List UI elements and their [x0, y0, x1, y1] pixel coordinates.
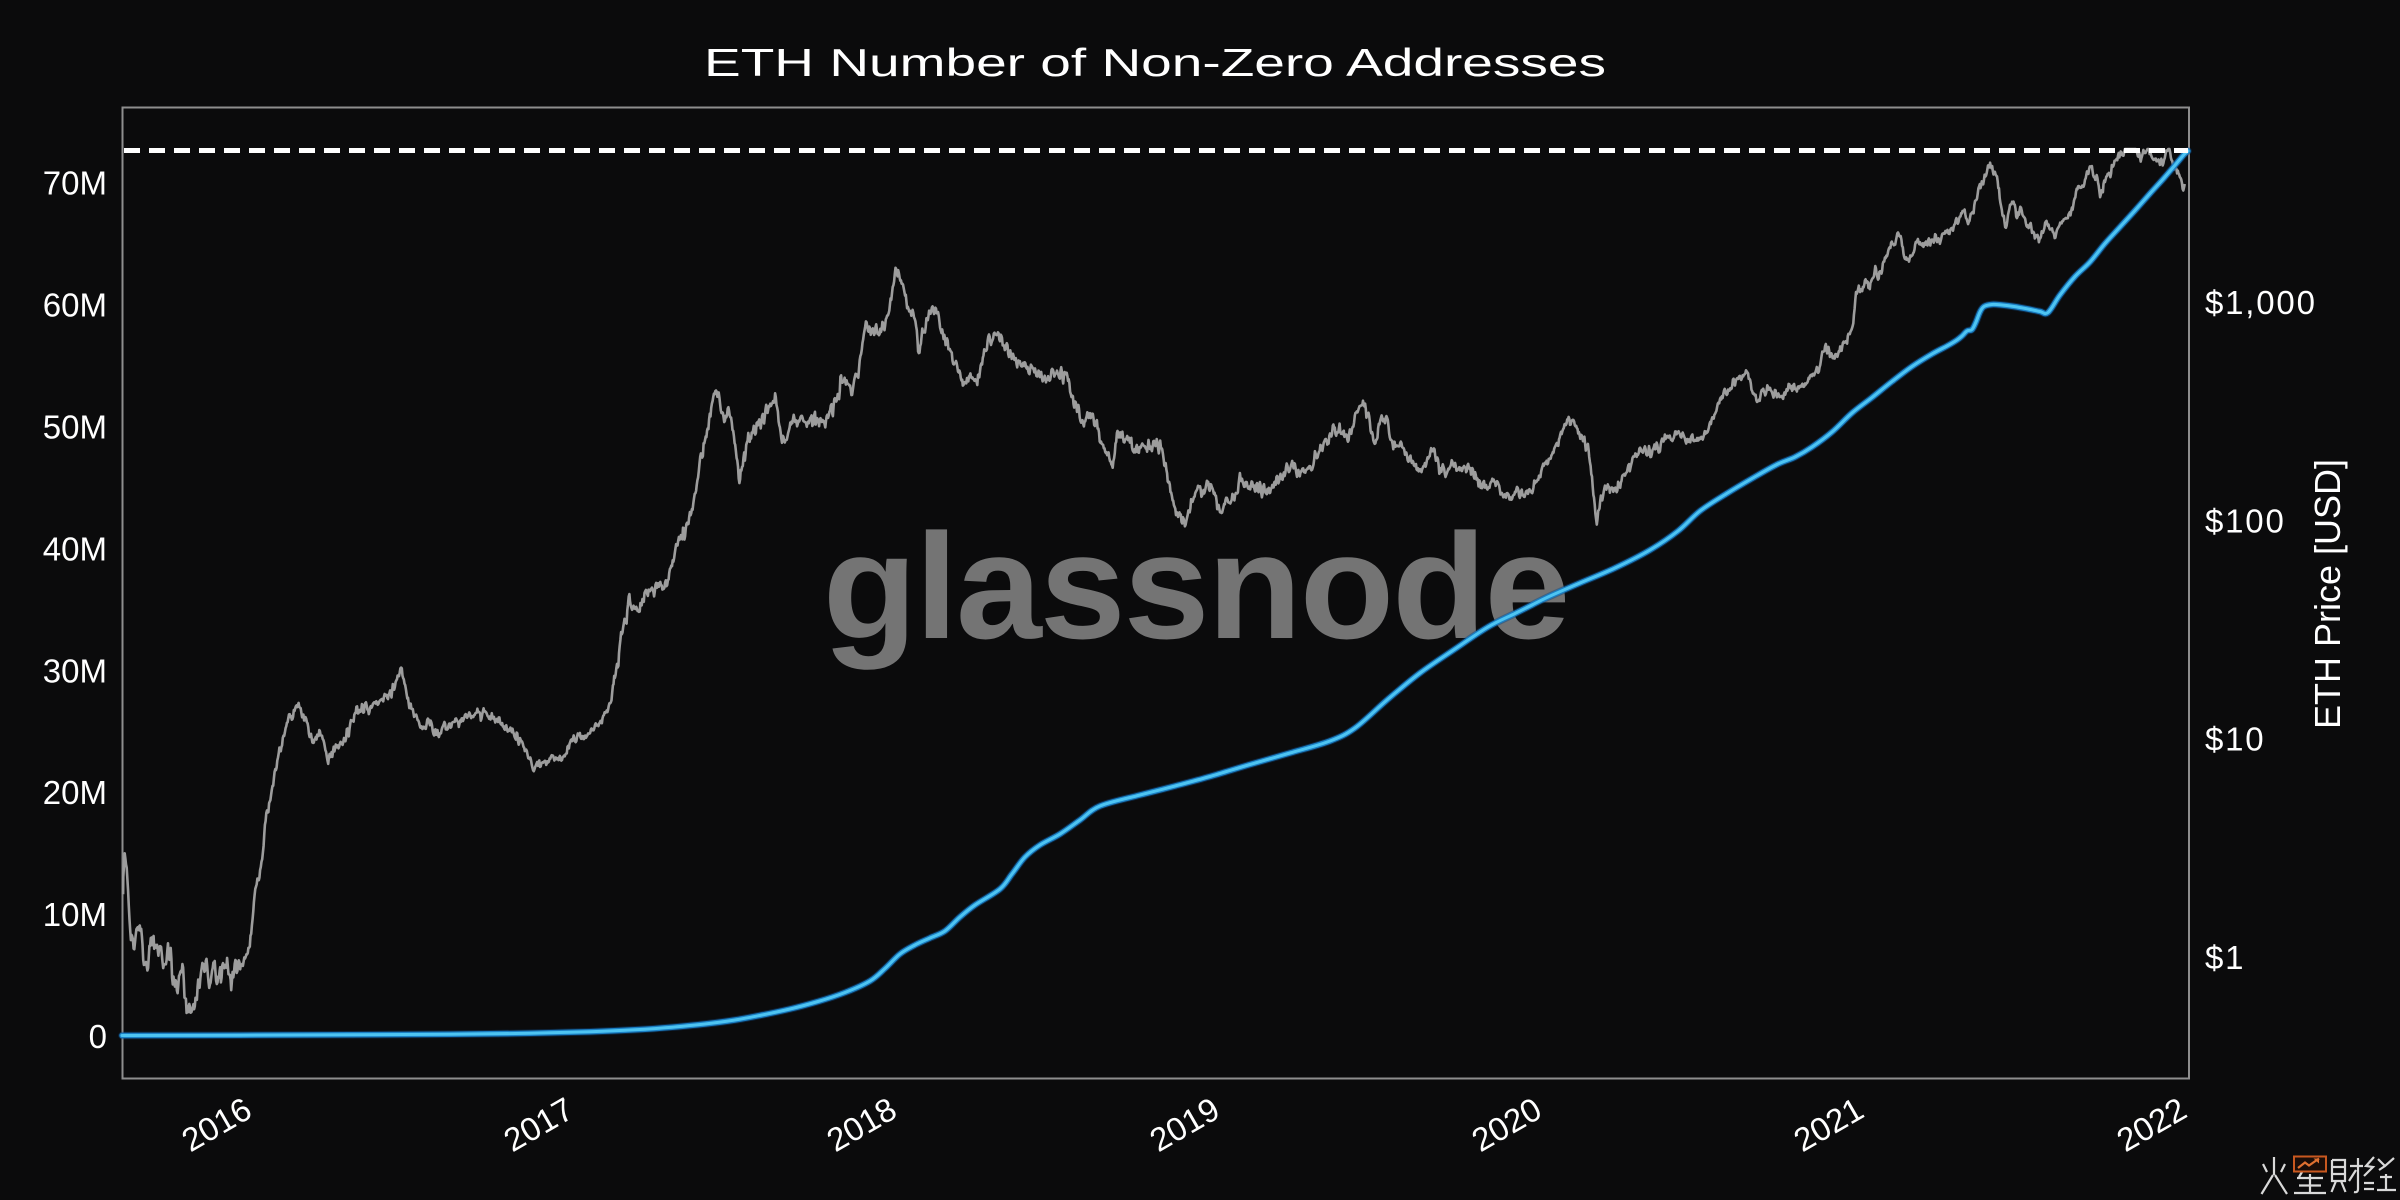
svg-text:$100: $100 — [2205, 502, 2286, 539]
svg-text:10M: 10M — [43, 896, 107, 933]
svg-text:50M: 50M — [43, 409, 107, 446]
svg-text:20M: 20M — [43, 774, 107, 811]
svg-text:glassnode: glassnode — [823, 503, 1569, 670]
svg-text:60M: 60M — [43, 287, 107, 324]
svg-text:ETH Price [USD]: ETH Price [USD] — [2307, 459, 2348, 729]
svg-text:30M: 30M — [43, 652, 107, 689]
svg-text:40M: 40M — [43, 530, 107, 567]
svg-text:$10: $10 — [2205, 721, 2265, 758]
svg-text:70M: 70M — [43, 165, 107, 202]
svg-text:0: 0 — [89, 1018, 107, 1055]
svg-text:ETH Number of Non-Zero Address: ETH Number of Non-Zero Addresses — [704, 42, 1606, 85]
svg-text:$1: $1 — [2205, 939, 2245, 976]
svg-text:$1,000: $1,000 — [2205, 284, 2317, 321]
